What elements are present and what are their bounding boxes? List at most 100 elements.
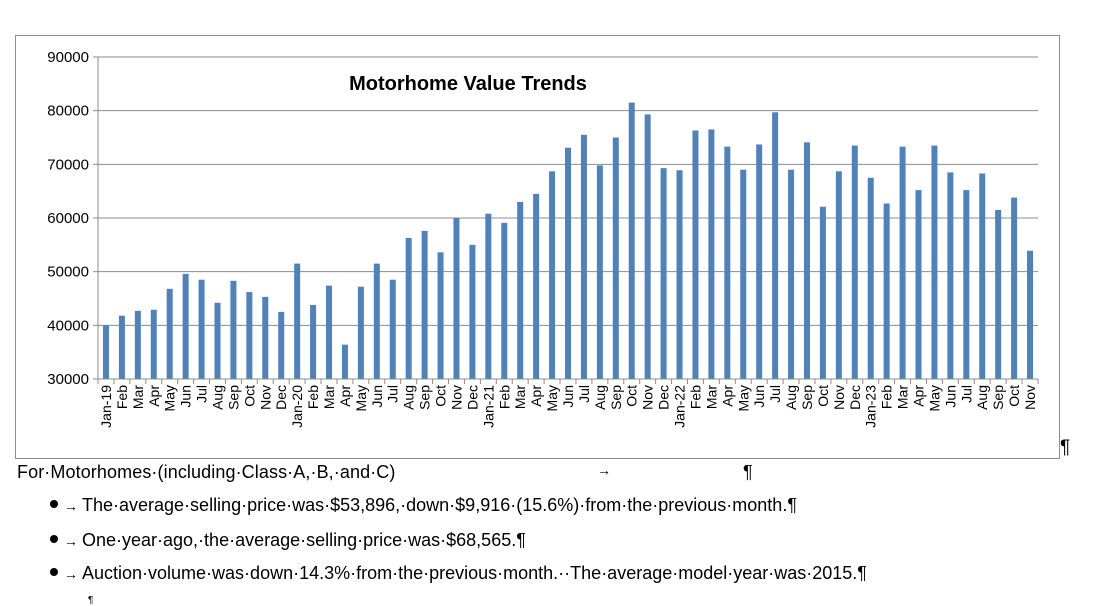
bar [389, 279, 396, 379]
bar [533, 193, 540, 379]
x-tick-label: Jun [369, 385, 385, 408]
x-tick-label: Nov [640, 385, 656, 410]
bar [294, 263, 301, 379]
bar [373, 263, 380, 379]
bar [756, 144, 763, 379]
x-tick-label: Nov [1022, 385, 1038, 410]
x-tick-label: Mar [130, 385, 146, 409]
x-tick-label: Feb [496, 385, 512, 409]
tab-arrow: → [597, 462, 611, 478]
tab-arrow: → [64, 498, 78, 514]
x-tick-label: Oct [241, 385, 257, 407]
bar [501, 222, 508, 379]
bullet-text: The·average·selling·price·was·$53,896,·d… [82, 495, 797, 515]
bar [102, 325, 109, 379]
y-tick-label: 30000 [47, 371, 89, 388]
bar [963, 190, 970, 379]
x-tick-label: Feb [687, 385, 703, 409]
bar [166, 288, 173, 379]
y-tick-label: 70000 [47, 156, 89, 173]
bar [421, 230, 428, 379]
x-tick-label: Apr [528, 385, 544, 407]
bar [947, 172, 954, 379]
x-tick-label: Jul [767, 385, 783, 403]
x-tick-label: Jun [560, 385, 576, 408]
x-tick-label: Jul [385, 385, 401, 403]
x-tick-label: Apr [337, 385, 353, 407]
bar [883, 203, 890, 379]
x-tick-label: Feb [114, 385, 130, 409]
bar [708, 129, 715, 379]
bar [278, 311, 285, 379]
bar [469, 244, 476, 379]
pilcrow-mark: ¶ [743, 462, 753, 482]
bar [182, 273, 189, 379]
bullet-icon [50, 500, 58, 509]
x-tick-label: May [162, 385, 178, 411]
bullet-item: → Auction·volume·was·down·14.3%·from·the·… [50, 563, 867, 584]
x-tick-label: Apr [146, 385, 162, 407]
x-tick-label: Jul [194, 385, 210, 403]
x-tick-label: Oct [815, 385, 831, 407]
bar [453, 218, 460, 379]
x-tick-label: Feb [879, 385, 895, 409]
x-tick-label: Jun [178, 385, 194, 408]
x-tick-label: May [544, 385, 560, 411]
bar [803, 142, 810, 379]
bullet-icon [50, 535, 58, 544]
x-tick-label: Sep [608, 385, 624, 410]
bar [596, 165, 603, 379]
bar [485, 213, 492, 379]
x-tick-label: Aug [783, 385, 799, 410]
bar [788, 169, 795, 379]
bar [214, 302, 221, 379]
bar [357, 286, 364, 379]
x-tick-label: Sep [417, 385, 433, 410]
pilcrow-mark: ¶ [88, 595, 94, 606]
bar [628, 102, 635, 379]
bullet-text: One·year·ago,·the·average·selling·price·… [82, 530, 526, 550]
tab-arrow: → [64, 533, 78, 549]
bar [740, 169, 747, 379]
bar-chart: 30000 40000 50000 60000 70000 80000 90000 Motor… [47, 49, 1039, 428]
bar [1027, 250, 1034, 379]
x-tick-label: Feb [305, 385, 321, 409]
bar [341, 344, 348, 379]
bar [517, 201, 524, 379]
bar [692, 130, 699, 379]
x-tick-label: May [735, 385, 751, 411]
pilcrow-mark: ¶ [1060, 437, 1071, 458]
bar [979, 173, 986, 379]
bar [246, 292, 253, 379]
x-tick-label: Nov [257, 385, 273, 410]
bar [198, 279, 205, 379]
y-tick-label: 40000 [47, 317, 89, 334]
x-tick-label: Sep [799, 385, 815, 410]
x-tick-label: Mar [703, 385, 719, 409]
x-tick-label: Dec [464, 385, 480, 410]
bar [262, 296, 269, 379]
bar [660, 168, 667, 379]
x-tick-label: Aug [401, 385, 417, 410]
chart-title: Motorhome Value Trends [349, 73, 587, 95]
bar [772, 112, 779, 379]
y-tick-label: 60000 [47, 210, 89, 227]
x-tick-label: Jul [576, 385, 592, 403]
x-tick-label: Mar [895, 385, 911, 409]
x-tick-label: Sep [225, 385, 241, 410]
bullet-icon [50, 568, 58, 577]
x-tick-label: Jan-22 [672, 385, 688, 428]
intro-line: For·Motorhomes·(including·Class·A,·B,·an… [17, 462, 396, 482]
bar [134, 310, 141, 379]
bar [867, 177, 874, 379]
bar [1011, 197, 1018, 379]
bar [580, 134, 587, 379]
x-tick-label: Dec [273, 385, 289, 410]
x-tick-label: Jan-19 [98, 385, 114, 428]
bar [915, 190, 922, 379]
x-tick-label: Jan-20 [289, 385, 305, 428]
x-tick-label: Oct [433, 385, 449, 407]
x-tick-label: Mar [512, 385, 528, 409]
bar [310, 304, 317, 379]
x-tick-label: May [926, 385, 942, 411]
